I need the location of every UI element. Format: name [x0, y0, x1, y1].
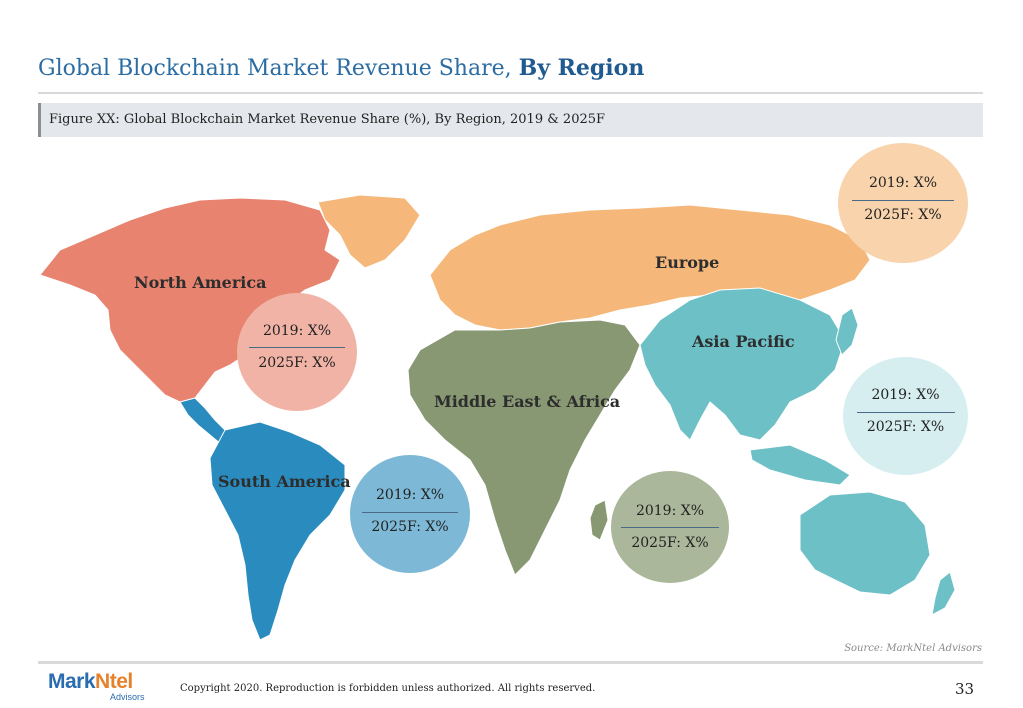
- bubble-south-america-2025: 2025F: X%: [371, 519, 449, 535]
- figure-caption: Figure XX: Global Blockchain Market Reve…: [49, 112, 606, 127]
- region-south-america: [209, 421, 346, 640]
- bubble-asia-pacific-2019: 2019: X%: [871, 387, 940, 403]
- bubble-north-america-2025: 2025F: X%: [258, 355, 336, 371]
- bubble-divider: [852, 200, 954, 201]
- region-asia-pacific: [639, 287, 846, 441]
- page-number: 33: [955, 680, 975, 698]
- page-title: Global Blockchain Market Revenue Share, …: [38, 55, 644, 81]
- logo-mark: Mark: [48, 670, 96, 693]
- region-greenland: [317, 194, 421, 269]
- page-title-main: Global Blockchain Market Revenue Share,: [38, 56, 512, 81]
- region-madagascar: [589, 499, 609, 541]
- footer-divider: [38, 661, 983, 664]
- bubble-europe-2025: 2025F: X%: [864, 207, 942, 223]
- page-title-bold: By Region: [518, 55, 645, 81]
- figure-caption-box: Figure XX: Global Blockchain Market Reve…: [38, 103, 983, 137]
- label-south-america: South America: [218, 472, 351, 491]
- bubble-divider: [857, 412, 955, 413]
- company-logo: MarkNtel Advisors: [48, 670, 145, 702]
- source-note: Source: MarkNtel Advisors: [844, 643, 982, 654]
- bubble-north-america-2019: 2019: X%: [262, 323, 332, 339]
- label-europe: Europe: [655, 253, 720, 272]
- title-divider: [38, 92, 983, 94]
- bubble-middle-east-africa-2025: 2025F: X%: [631, 535, 709, 551]
- label-north-america: North America: [134, 273, 267, 292]
- bubble-divider: [362, 512, 458, 513]
- bubble-europe-2019: 2019: X%: [868, 175, 938, 191]
- bubble-south-america: 2019: X% 2025F: X%: [350, 455, 470, 573]
- bubble-middle-east-africa: 2019: X% 2025F: X%: [611, 471, 729, 583]
- bubble-europe: 2019: X% 2025F: X%: [838, 143, 968, 263]
- region-australia: [799, 491, 931, 596]
- bubble-middle-east-africa-2019: 2019: X%: [635, 503, 705, 519]
- bubble-divider: [621, 527, 719, 528]
- copyright-text: Copyright 2020. Reproduction is forbidde…: [180, 683, 596, 694]
- bubble-asia-pacific-2025: 2025F: X%: [866, 419, 945, 435]
- bubble-asia-pacific: 2019: X% 2025F: X%: [843, 357, 968, 475]
- label-middle-east-africa: Middle East & Africa: [434, 392, 621, 411]
- world-map: [39, 194, 956, 640]
- region-middle-east-africa: [407, 319, 641, 576]
- bubble-divider: [249, 347, 345, 348]
- region-southeast-asia-islands: [749, 444, 851, 486]
- region-japan: [835, 307, 859, 356]
- region-new-zealand: [931, 571, 956, 616]
- label-asia-pacific: Asia Pacific: [692, 332, 795, 351]
- logo-sub: Advisors: [110, 692, 145, 702]
- bubble-north-america: 2019: X% 2025F: X%: [237, 293, 357, 411]
- logo-ntel: Ntel: [95, 670, 133, 693]
- bubble-south-america-2019: 2019: X%: [375, 487, 445, 503]
